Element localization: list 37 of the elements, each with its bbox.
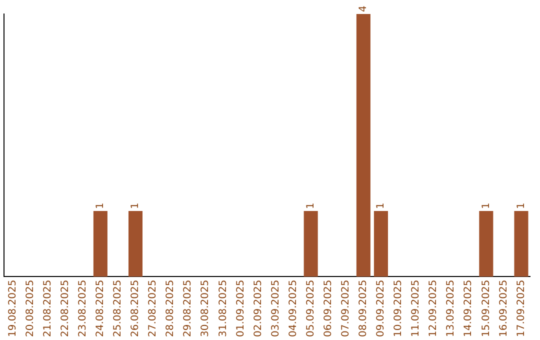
x-tick-label: 08.09.2025 (358, 280, 370, 338)
x-tick-label: 12.09.2025 (428, 280, 440, 338)
x-tick-label: 06.09.2025 (322, 280, 334, 338)
x-tick-label: 17.09.2025 (516, 280, 527, 338)
data-label: 1 (516, 202, 527, 210)
x-tick-label: 02.09.2025 (252, 280, 264, 338)
x-tick-label: 22.08.2025 (60, 280, 71, 338)
data-label: 1 (376, 202, 387, 210)
x-tick-label: 25.08.2025 (112, 280, 124, 338)
x-tick-label: 04.09.2025 (288, 280, 299, 338)
x-tick-label: 21.08.2025 (42, 280, 54, 338)
x-tick-label: 19.08.2025 (7, 280, 18, 338)
data-label: 1 (305, 202, 316, 210)
x-tick-label: 07.09.2025 (340, 280, 352, 338)
x-tick-label: 23.08.2025 (77, 280, 88, 338)
x-tick-label: 03.09.2025 (270, 280, 282, 338)
x-tick-label: 05.09.2025 (305, 280, 316, 338)
x-tick-label: 09.09.2025 (376, 280, 387, 338)
x-tick-label: 15.09.2025 (480, 280, 492, 338)
data-label: 1 (480, 202, 492, 210)
x-tick-label: 28.08.2025 (165, 280, 176, 338)
x-tick-label: 24.08.2025 (95, 280, 106, 338)
data-label: 1 (95, 202, 106, 210)
data-label: 4 (358, 6, 370, 12)
x-tick-label: 27.08.2025 (148, 280, 159, 338)
x-tick-label: 14.09.2025 (463, 280, 474, 338)
x-tick-label: 31.08.2025 (218, 280, 229, 338)
x-tick-label: 13.09.2025 (446, 280, 457, 338)
x-tick-label: 10.09.2025 (393, 280, 404, 338)
x-tick-label: 16.09.2025 (498, 280, 510, 338)
x-tick-label: 26.08.2025 (130, 280, 142, 338)
x-tick-label: 30.08.2025 (200, 280, 212, 338)
x-tick-label: 11.09.2025 (410, 280, 422, 338)
data-label: 1 (130, 202, 142, 210)
x-tick-label: 29.08.2025 (182, 280, 194, 338)
x-tick-label: 01.09.2025 (235, 280, 246, 338)
x-tick-label: 20.08.2025 (24, 280, 36, 338)
